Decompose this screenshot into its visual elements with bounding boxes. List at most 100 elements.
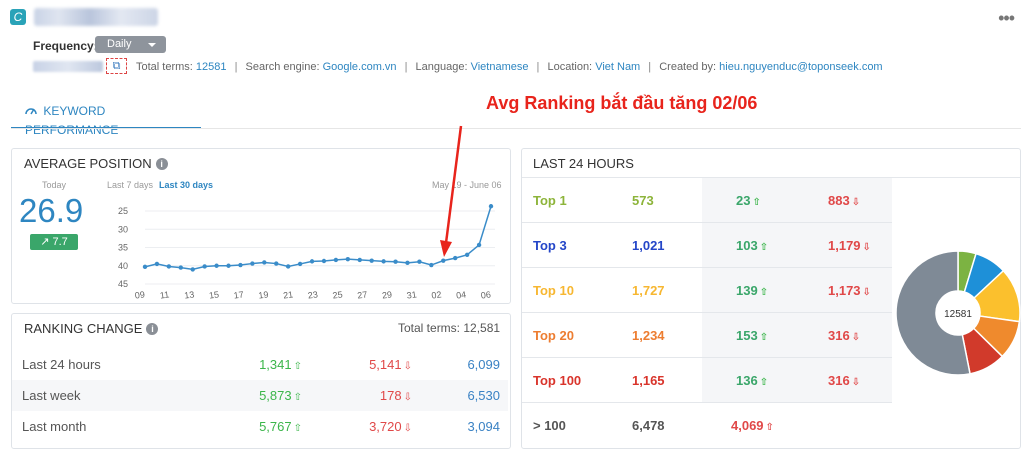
y-tick-label: 30 xyxy=(118,224,128,234)
arrow-up-icon: ⇧ xyxy=(759,332,769,343)
data-point xyxy=(297,261,303,267)
x-tick-label: 06 xyxy=(480,289,491,300)
tier-down: 4,069 ⇧ xyxy=(731,418,774,433)
position-change-value: 7.7 xyxy=(52,236,68,248)
data-point xyxy=(393,259,398,264)
tier-count: 573 xyxy=(632,193,654,208)
tier-up: 136 ⇧ xyxy=(736,373,768,388)
location-value[interactable]: Viet Nam xyxy=(595,61,641,73)
chevron-down-icon xyxy=(148,43,156,47)
project-meta: Total terms: 12581 | Search engine: Goog… xyxy=(136,61,883,73)
language-value[interactable]: Vietnamese xyxy=(470,61,529,73)
created-by-label: Created by: xyxy=(659,61,717,73)
x-tick-label: 29 xyxy=(381,289,392,300)
x-tick-label: 11 xyxy=(159,289,170,300)
x-tick-label: 31 xyxy=(406,289,417,300)
data-point xyxy=(441,258,446,263)
tier-down-value: 316 xyxy=(828,373,850,388)
info-icon[interactable]: i xyxy=(155,158,168,170)
x-tick-label: 04 xyxy=(455,289,466,300)
tier-label: Top 20 xyxy=(533,328,574,343)
ranking-row-total: 6,099 xyxy=(467,357,500,372)
ranking-up-value: 5,767 xyxy=(259,419,292,434)
ranking-row-label: Last 24 hours xyxy=(22,357,101,372)
data-point xyxy=(214,263,219,268)
pie-center xyxy=(936,291,980,335)
average-position-title: AVERAGE POSITION i xyxy=(24,156,168,171)
tier-up-value: 103 xyxy=(736,238,758,253)
y-tick-label: 25 xyxy=(118,206,128,216)
data-point xyxy=(345,256,351,262)
arrow-down-icon: ⇩ xyxy=(851,197,861,208)
data-point xyxy=(381,259,386,264)
tier-down-value: 4,069 xyxy=(731,418,764,433)
x-tick-label: 23 xyxy=(307,289,318,300)
table-row: Top 20 1,234 153 ⇧ 316 ⇩ xyxy=(522,313,892,358)
table-row: > 100 6,478 4,069 ⇧ xyxy=(522,403,892,448)
data-point xyxy=(453,255,458,261)
arrow-down-icon: ⇩ xyxy=(403,392,412,403)
arrow-up-icon: ⇧ xyxy=(759,377,769,388)
tier-down: 316 ⇩ xyxy=(828,328,860,343)
data-point xyxy=(309,259,315,264)
total-terms-label: Total terms: xyxy=(136,61,193,73)
annotation-text: Avg Ranking bắt đầu tăng 02/06 xyxy=(486,93,758,113)
data-point xyxy=(142,264,148,270)
arrow-up-icon: ⇧ xyxy=(759,287,769,298)
more-options-icon[interactable]: ••• xyxy=(998,8,1015,28)
ranking-row-total: 6,530 xyxy=(467,388,500,403)
tier-up-value: 139 xyxy=(736,283,758,298)
tier-up-value: 153 xyxy=(736,328,758,343)
data-point xyxy=(202,264,207,269)
table-row: Top 1 573 23 ⇧ 883 ⇩ xyxy=(522,178,892,223)
pie-center-label: 12581 xyxy=(944,309,972,320)
tier-count: 1,234 xyxy=(632,328,665,343)
data-point xyxy=(405,260,410,266)
app-logo: C xyxy=(10,9,26,25)
ranking-change-title: RANKING CHANGE i xyxy=(24,321,159,336)
position-change-badge: ↗ 7.7 xyxy=(30,234,78,250)
location-label: Location: xyxy=(547,61,593,73)
data-point xyxy=(154,261,160,267)
frequency-select[interactable]: Daily xyxy=(95,36,166,53)
x-tick-label: 17 xyxy=(233,289,244,300)
x-tick-label: 21 xyxy=(282,289,293,300)
tier-down: 316 ⇩ xyxy=(828,373,860,388)
ranking-row-label: Last month xyxy=(22,419,87,434)
tier-up: 23 ⇧ xyxy=(736,193,761,208)
data-point xyxy=(476,242,482,248)
x-tick-label: 25 xyxy=(332,289,343,300)
ranking-down-value: 3,720 xyxy=(369,419,402,434)
created-by-value[interactable]: hieu.nguyenduc@toponseek.com xyxy=(719,61,883,73)
ranking-row-up: 5,767 ⇧ xyxy=(259,419,302,434)
range-tab-30-days[interactable]: Last 30 days xyxy=(159,180,214,190)
external-link-icon[interactable]: ⧉ xyxy=(106,58,127,74)
tier-up: 139 ⇧ xyxy=(736,283,768,298)
total-terms-value[interactable]: 12581 xyxy=(195,61,227,73)
tier-up: 153 ⇧ xyxy=(736,328,768,343)
tier-down: 883 ⇩ xyxy=(828,193,860,208)
data-point xyxy=(285,264,291,269)
arrow-up-icon: ⇧ xyxy=(759,242,769,253)
tier-down: 1,173 ⇩ xyxy=(828,283,871,298)
tier-label: Top 10 xyxy=(533,283,574,298)
ranking-up-value: 1,341 xyxy=(259,357,292,372)
arrow-down-icon: ⇩ xyxy=(862,242,871,253)
arrow-down-icon: ⇩ xyxy=(403,361,412,372)
arrow-up-icon: ⇧ xyxy=(293,423,302,434)
y-tick-label: 45 xyxy=(118,279,128,289)
search-engine-value[interactable]: Google.com.vn xyxy=(322,61,397,73)
tier-down-value: 1,173 xyxy=(828,283,861,298)
ranking-up-value: 5,873 xyxy=(259,388,292,403)
range-tab-7-days[interactable]: Last 7 days xyxy=(107,180,154,190)
ranking-change-title-text: RANKING CHANGE xyxy=(24,321,143,336)
ranking-total-terms: Total terms: 12,581 xyxy=(398,321,501,335)
data-point xyxy=(321,258,327,264)
average-position-title-text: AVERAGE POSITION xyxy=(24,156,152,171)
data-point xyxy=(429,262,434,268)
table-row: Top 3 1,021 103 ⇧ 1,179 ⇩ xyxy=(522,223,892,268)
info-icon[interactable]: i xyxy=(146,323,159,335)
tier-count: 6,478 xyxy=(632,418,665,433)
arrow-down-icon: ⇩ xyxy=(851,377,861,388)
